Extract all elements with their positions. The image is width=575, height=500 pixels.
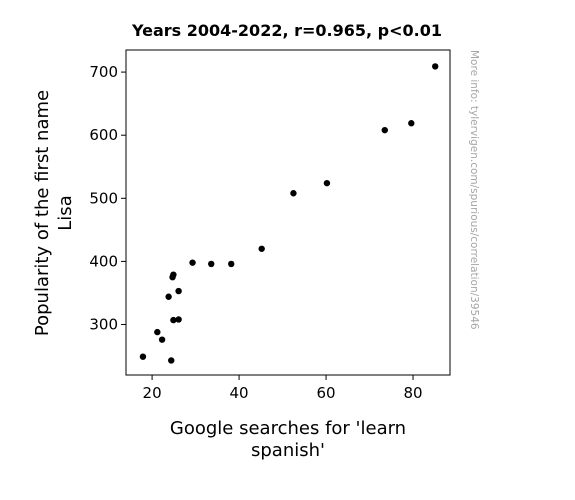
data-point-9: [175, 316, 182, 323]
x-tick-label: 20: [143, 384, 162, 402]
y-tick-label: 400: [89, 252, 118, 270]
data-point-2: [154, 328, 161, 336]
plot-area: [125, 49, 451, 376]
data-point-14: [258, 245, 265, 252]
y-tick-label: 500: [89, 189, 118, 207]
x-tick-label: 60: [317, 384, 336, 402]
y-tick-label: 700: [89, 63, 118, 81]
y-tick-label: 600: [89, 126, 118, 144]
y-tick-label: 300: [89, 316, 118, 334]
data-point-7: [170, 271, 177, 278]
data-point-16: [323, 179, 331, 187]
data-point-17: [381, 126, 388, 134]
x-axis-ticks: 20 40 60 80: [143, 375, 423, 402]
y-axis-label-line-2: Lisa: [55, 195, 76, 230]
data-point-12: [208, 260, 215, 268]
x-axis-label-line-2: spanish': [251, 440, 325, 461]
data-point-19: [432, 63, 439, 70]
data-point-11: [189, 259, 196, 266]
data-point-15: [290, 190, 297, 197]
source-watermark: More info: tylervigen.com/spurious/corre…: [468, 50, 480, 330]
data-point-4: [165, 293, 172, 300]
data-point-10: [175, 287, 182, 295]
x-axis-label-line-1: Google searches for 'learn: [170, 418, 406, 439]
y-axis-ticks: 300 400 500 600 700: [89, 63, 126, 334]
y-axis-label-line-1: Popularity of the first name: [32, 90, 53, 336]
x-tick-label: 40: [230, 384, 249, 402]
data-point-8: [170, 316, 177, 324]
data-point-13: [228, 260, 235, 268]
data-points: [139, 63, 439, 364]
data-point-3: [158, 336, 166, 343]
x-tick-label: 80: [403, 384, 422, 402]
data-point-5: [168, 357, 175, 364]
data-point-1: [139, 353, 147, 360]
chart-title: Years 2004-2022, r=0.965, p<0.01: [131, 21, 442, 40]
data-point-18: [408, 120, 415, 127]
